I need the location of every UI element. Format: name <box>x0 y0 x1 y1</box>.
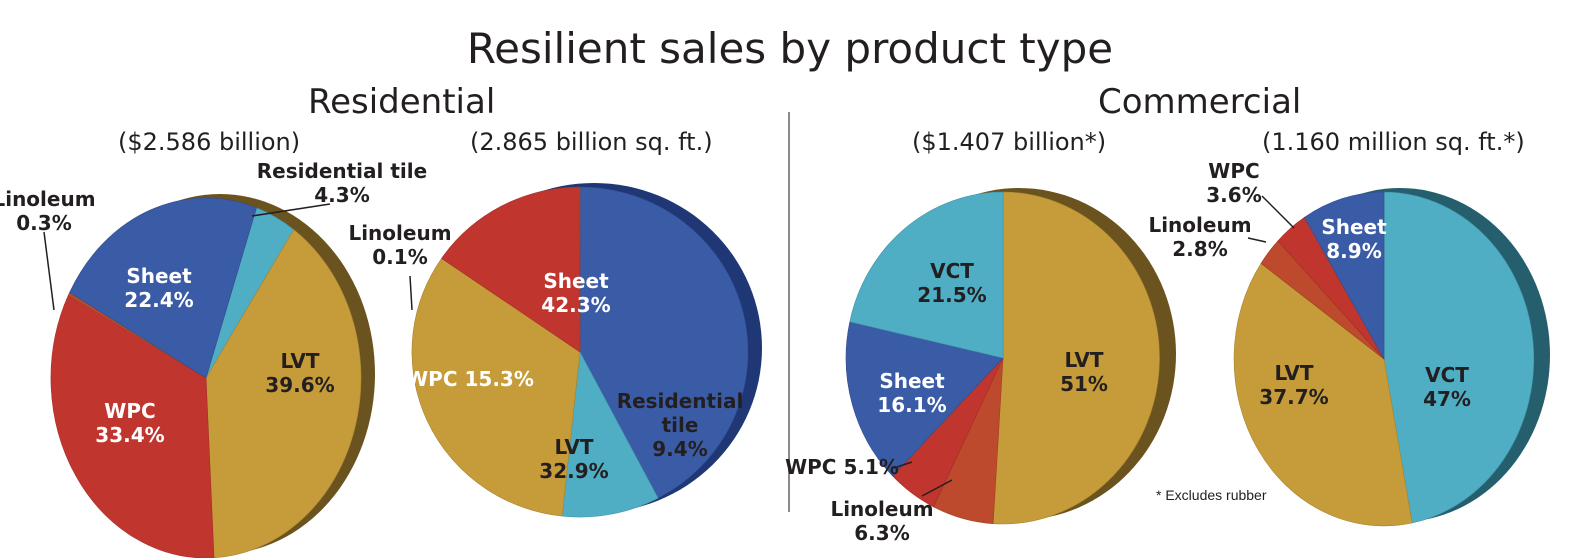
pie-2-slice-residential-tile <box>561 351 659 518</box>
pie-4: VCT 47% LVT 37.7% Linoleum 2.8% WPC 3.6% Sheet 8.… <box>1148 159 1550 527</box>
pie-1-leader-linoleum <box>43 231 55 311</box>
pie-1-label-residential-tile: Residential tile 4.3% <box>257 159 427 207</box>
pie-2-label-residential-tile: Residential tile 9.4% <box>617 389 744 461</box>
pie-4-label-lvt: LVT 37.7% <box>1259 361 1328 409</box>
pie-1-label-lvt: LVT 39.6% <box>265 349 334 397</box>
pie-4-label-sheet: Sheet 8.9% <box>1321 215 1387 263</box>
pie-3-leader-wpc <box>893 461 913 469</box>
pie-2-label-wpc: WPC 15.3% <box>406 367 534 391</box>
section-title-commercial: Commercial <box>1098 82 1302 122</box>
pie-2: Sheet 42.3% Residential tile 9.4%LVT 32.9% WPC… <box>348 183 762 518</box>
pie-3-slice-lvt <box>992 191 1160 525</box>
pie-2-slice-wpc <box>441 186 581 353</box>
pie-2-slice-linoleum <box>578 186 581 353</box>
pie-4-slice-lvt <box>1233 262 1413 527</box>
pie-4-leader-wpc <box>1261 195 1295 229</box>
pie-2-label-lvt: LVT 32.9% <box>539 435 608 483</box>
pie-2-label-linoleum: Linoleum 0.1% <box>348 221 451 269</box>
pie-1-slice-wpc <box>50 295 215 558</box>
pie-subtitle-commercial-sqft: (1.160 million sq. ft.*) <box>1262 128 1525 156</box>
pie-1-slice-sheet <box>69 197 257 379</box>
pie-3-label-lvt: LVT 51% <box>1060 348 1108 396</box>
pie-3-leader-linoleum <box>921 479 953 497</box>
pie-subtitle-residential-sqft: (2.865 billion sq. ft.) <box>470 128 713 156</box>
pie-4-slice-vct <box>1383 191 1535 524</box>
footnote: * Excludes rubber <box>1156 487 1267 503</box>
pie-2-leader-linoleum <box>409 275 413 311</box>
pie-4-leader-linoleum <box>1247 237 1267 243</box>
pie-subtitle-residential-dollars: ($2.586 billion) <box>118 128 301 156</box>
pie-1-slice-lvt <box>205 229 362 558</box>
section-title-residential: Residential <box>308 82 496 122</box>
pie-3-label-wpc: WPC 5.1% <box>785 455 899 479</box>
pie-subtitle-commercial-dollars: ($1.407 billion*) <box>912 128 1107 156</box>
pie-1: Residential tile 4.3% LVT 39.6% WPC 33.4% Lino… <box>0 159 427 558</box>
pie-3-slice-sheet <box>845 321 1004 477</box>
pie-2-label-sheet: Sheet 42.3% <box>541 269 610 317</box>
pie-1-label-linoleum: Linoleum 0.3% <box>0 187 96 235</box>
pie-4-slice-sheet <box>1304 191 1385 361</box>
pie-2-slice-lvt <box>411 257 581 517</box>
pie-4-label-vct: VCT 47% <box>1423 363 1471 411</box>
pie-1-label-wpc: WPC 33.4% <box>95 399 164 447</box>
pie-1-label-sheet: Sheet 22.4% <box>124 264 193 312</box>
pie-3-label-vct: VCT 21.5% <box>917 259 986 307</box>
pie-4-label-linoleum: Linoleum 2.8% <box>1148 213 1251 261</box>
pie-4-label-wpc: WPC 3.6% <box>1206 159 1261 207</box>
chart-title: Resilient sales by product type <box>466 24 1114 73</box>
pie-1-leader-residential-tile <box>251 203 331 217</box>
pie-3-slice-vct <box>849 191 1004 359</box>
pie-3-label-linoleum: Linoleum 6.3% <box>830 497 933 545</box>
section-divider <box>788 112 790 512</box>
pie-3-label-sheet: Sheet 16.1% <box>877 369 946 417</box>
pie-3: LVT 51% Linoleum 6.3% WPC 5.1% Sheet 16.1% VCT 2… <box>785 188 1176 545</box>
pie-2-slice-sheet <box>579 186 749 499</box>
